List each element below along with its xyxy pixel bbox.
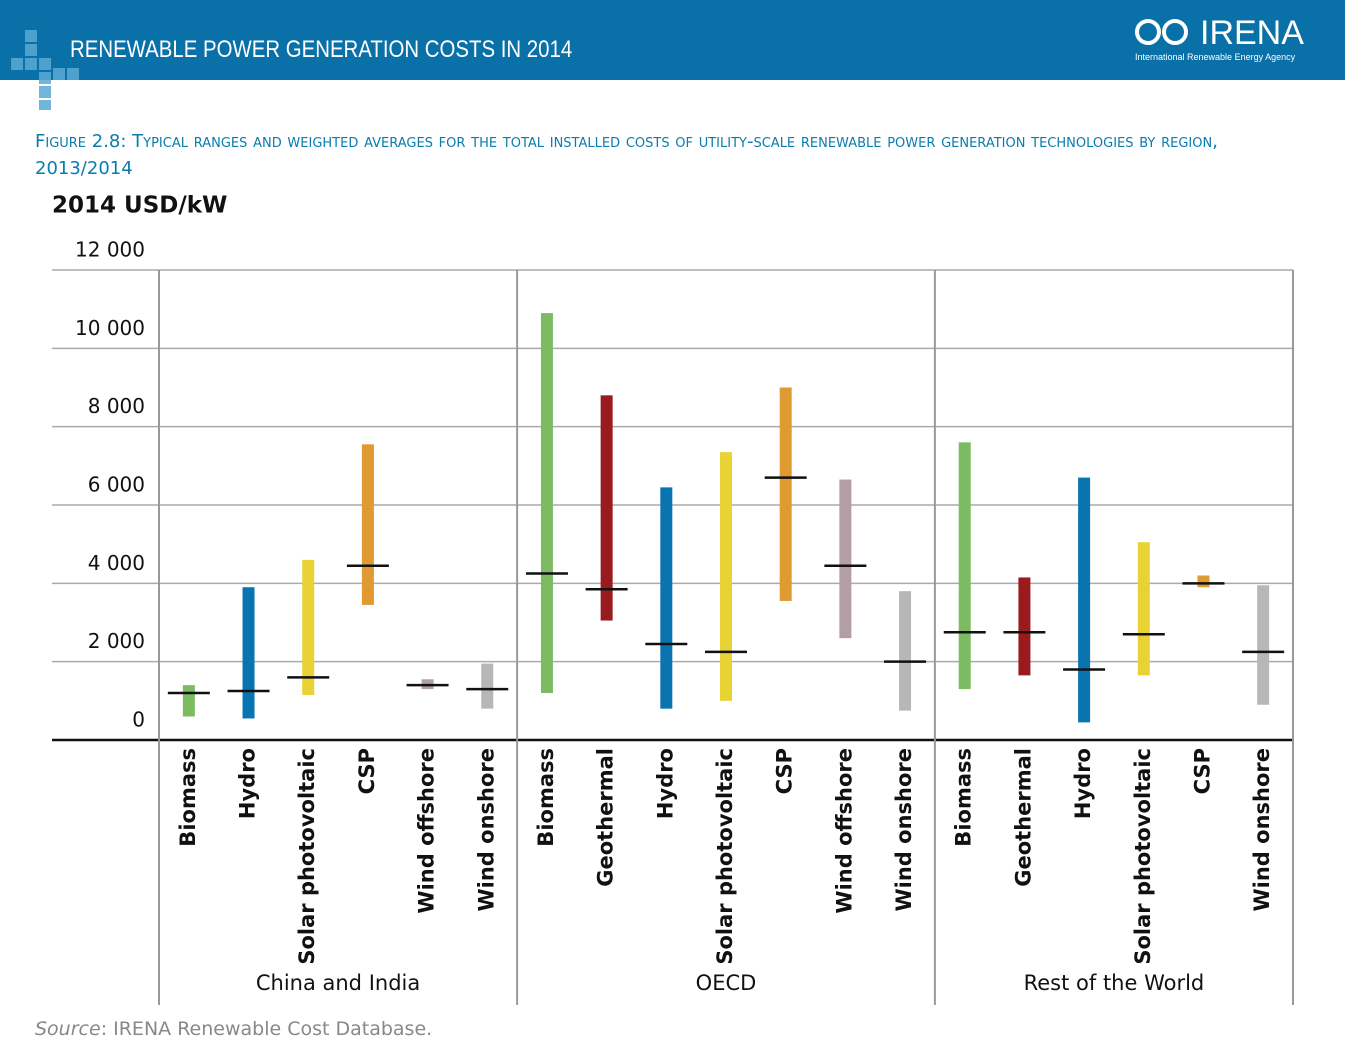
range-bar [600, 395, 613, 621]
x-tick-label: CSP [355, 748, 379, 794]
group-label: OECD [696, 971, 757, 995]
x-tick-label: Biomass [534, 748, 558, 847]
y-tick-label: 4 000 [88, 551, 145, 575]
x-tick-label: Wind offshore [832, 748, 856, 914]
x-tick-label: Biomass [952, 748, 976, 847]
range-bar [361, 444, 374, 605]
range-bar [302, 559, 315, 695]
y-tick-label: 6 000 [88, 473, 145, 497]
x-tick-label: CSP [1190, 748, 1214, 794]
x-tick-label: Biomass [176, 748, 200, 847]
y-axis-label: 2014 USD/kW [52, 193, 227, 219]
x-tick-label: CSP [773, 748, 797, 794]
y-tick-label: 2 000 [88, 629, 145, 653]
range-bar [540, 313, 553, 693]
x-tick-label: Geothermal [594, 748, 618, 887]
x-tick-label: Wind onshore [892, 748, 916, 912]
range-bar [1137, 542, 1150, 676]
figure-title: Figure 2.8: Typical ranges and weighted … [35, 131, 1218, 179]
source: Source: IRENA Renewable Cost Database. [35, 1018, 432, 1040]
range-bar [1018, 577, 1031, 676]
decoration [11, 30, 79, 110]
x-tick-label: Wind onshore [1250, 748, 1274, 912]
range-bar [1197, 575, 1210, 588]
group-label: Rest of the World [1024, 971, 1205, 995]
source-text: : IRENA Renewable Cost Database. [100, 1018, 433, 1040]
logo-icon [1135, 19, 1188, 45]
range-bar [242, 587, 255, 719]
range-bar [660, 487, 673, 709]
range-bar [839, 479, 852, 639]
x-tick-label: Solar photovoltaic [713, 748, 737, 965]
logo: IRENA [1200, 14, 1304, 52]
x-tick-label: Solar photovoltaic [295, 748, 319, 965]
range-bar [481, 663, 494, 709]
group-label: China and India [256, 971, 420, 995]
y-tick-label: 8 000 [88, 394, 145, 418]
x-tick-label: Hydro [653, 748, 677, 819]
header-title: RENEWABLE POWER GENERATION COSTS IN 2014 [70, 36, 573, 63]
logo-subtitle: International Renewable Energy Agency [1135, 52, 1296, 62]
range-bar [958, 442, 971, 690]
y-tick-label: 12 000 [75, 238, 145, 262]
y-tick-label: 0 [132, 708, 145, 732]
range-bar [720, 452, 732, 701]
x-tick-label: Hydro [1071, 748, 1095, 819]
range-bar [899, 591, 912, 711]
x-tick-label: Geothermal [1011, 748, 1035, 887]
x-tick-label: Hydro [236, 748, 260, 819]
x-tick-label: Solar photovoltaic [1131, 748, 1155, 965]
range-bar [1078, 477, 1091, 723]
range-bar [779, 387, 792, 601]
header-bar: RENEWABLE POWER GENERATION COSTS IN 2014… [0, 0, 1345, 80]
source-label: Source [35, 1018, 101, 1040]
range-bar [1257, 585, 1270, 705]
range-bar [182, 685, 195, 717]
x-tick-label: Wind onshore [474, 748, 498, 912]
x-tick-label: Wind offshore [415, 748, 439, 914]
y-tick-label: 10 000 [75, 316, 145, 340]
